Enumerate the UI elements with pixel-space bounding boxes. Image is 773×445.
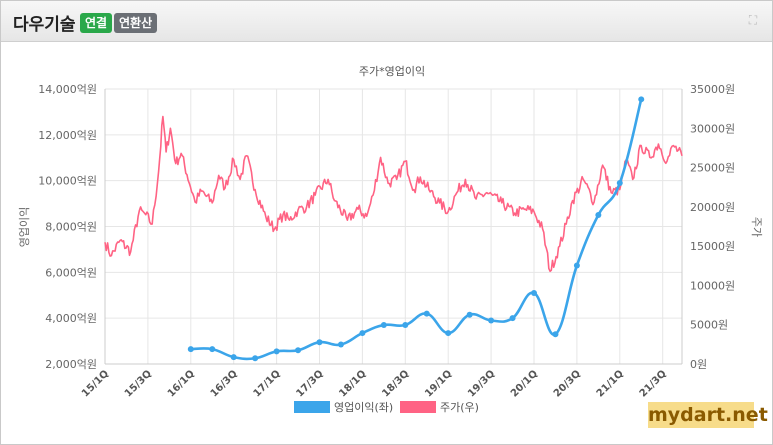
legend-swatch-profit	[294, 401, 330, 413]
x-tick-label: 20/1Q	[509, 368, 540, 399]
expand-icon[interactable]: ⛶	[748, 13, 758, 27]
right-tick-label: 20000원	[690, 201, 735, 214]
x-tick-label: 18/3Q	[380, 368, 411, 399]
operating-profit-point	[552, 331, 559, 338]
operating-profit-point	[230, 354, 237, 361]
left-tick-label: 2,000억원	[45, 358, 97, 371]
x-tick-label: 17/1Q	[252, 368, 283, 399]
left-tick-label: 4,000억원	[45, 312, 97, 325]
right-axis-title: 주가	[750, 217, 763, 237]
x-tick-label: 15/3Q	[123, 368, 154, 399]
watermark: mydart.net	[648, 402, 768, 428]
operating-profit-point	[295, 347, 302, 354]
right-tick-label: 25000원	[690, 162, 735, 175]
x-tick-label: 19/3Q	[466, 368, 497, 399]
company-title: 다우기술	[13, 15, 76, 35]
chart-title: 주가*영업이익	[359, 65, 425, 78]
right-tick-label: 10000원	[690, 279, 735, 292]
left-tick-label: 10,000억원	[38, 175, 97, 188]
operating-profit-point	[530, 289, 537, 296]
badge-annualized[interactable]: 연환산	[114, 13, 158, 33]
operating-profit-point	[402, 322, 409, 329]
x-tick-label: 17/3Q	[294, 368, 325, 399]
right-tick-label: 15000원	[690, 240, 735, 253]
panel-header: 다우기술 연결 연환산 ⛶	[1, 1, 772, 42]
operating-profit-point	[380, 322, 387, 329]
operating-profit-point	[445, 330, 452, 337]
operating-profit-line	[190, 98, 643, 361]
legend-label-profit: 영업이익(좌)	[334, 401, 393, 414]
x-tick-label: 15/1Q	[80, 368, 111, 399]
stock-price-line	[104, 115, 683, 273]
operating-profit-point	[423, 310, 430, 317]
stock-profit-chart: 주가*영업이익 2,000억원 4,000억원 6,000억원 8,000억원 10,00…	[18, 65, 763, 414]
x-tick-label: 16/3Q	[209, 368, 240, 399]
left-tick-label: 6,000억원	[45, 266, 97, 279]
operating-profit-point	[337, 341, 344, 348]
operating-profit-point	[509, 315, 516, 322]
operating-profit-point	[466, 311, 473, 318]
left-tick-label: 12,000억원	[38, 129, 97, 142]
badge-connected[interactable]: 연결	[80, 13, 113, 33]
x-tick-label: 18/1Q	[337, 368, 368, 399]
x-tick-label: 16/1Q	[166, 368, 197, 399]
x-tick-label: 21/3Q	[638, 368, 669, 399]
operating-profit-point	[316, 339, 323, 346]
left-tick-label: 8,000억원	[45, 221, 97, 234]
legend-label-stock: 주가(우)	[440, 401, 479, 414]
x-tick-label: 21/1Q	[595, 368, 626, 399]
operating-profit-point	[638, 96, 645, 103]
operating-profit-point	[359, 330, 366, 337]
right-tick-label: 35000원	[690, 83, 735, 96]
operating-profit-point	[573, 262, 580, 269]
right-tick-label: 5000원	[690, 319, 728, 332]
left-tick-label: 14,000억원	[38, 83, 97, 96]
operating-profit-point	[252, 355, 259, 362]
operating-profit-point	[273, 348, 280, 355]
operating-profit-point	[209, 346, 216, 353]
legend-swatch-stock	[400, 401, 436, 413]
x-tick-label: 20/3Q	[552, 368, 583, 399]
x-tick-label: 19/1Q	[423, 368, 454, 399]
operating-profit-point	[616, 179, 623, 186]
operating-profit-point	[595, 212, 602, 219]
right-tick-label: 30000원	[690, 122, 735, 135]
left-axis-title: 영업이익	[18, 207, 31, 247]
operating-profit-point	[488, 317, 495, 324]
operating-profit-point	[187, 346, 194, 353]
right-tick-label: 0원	[690, 358, 707, 371]
